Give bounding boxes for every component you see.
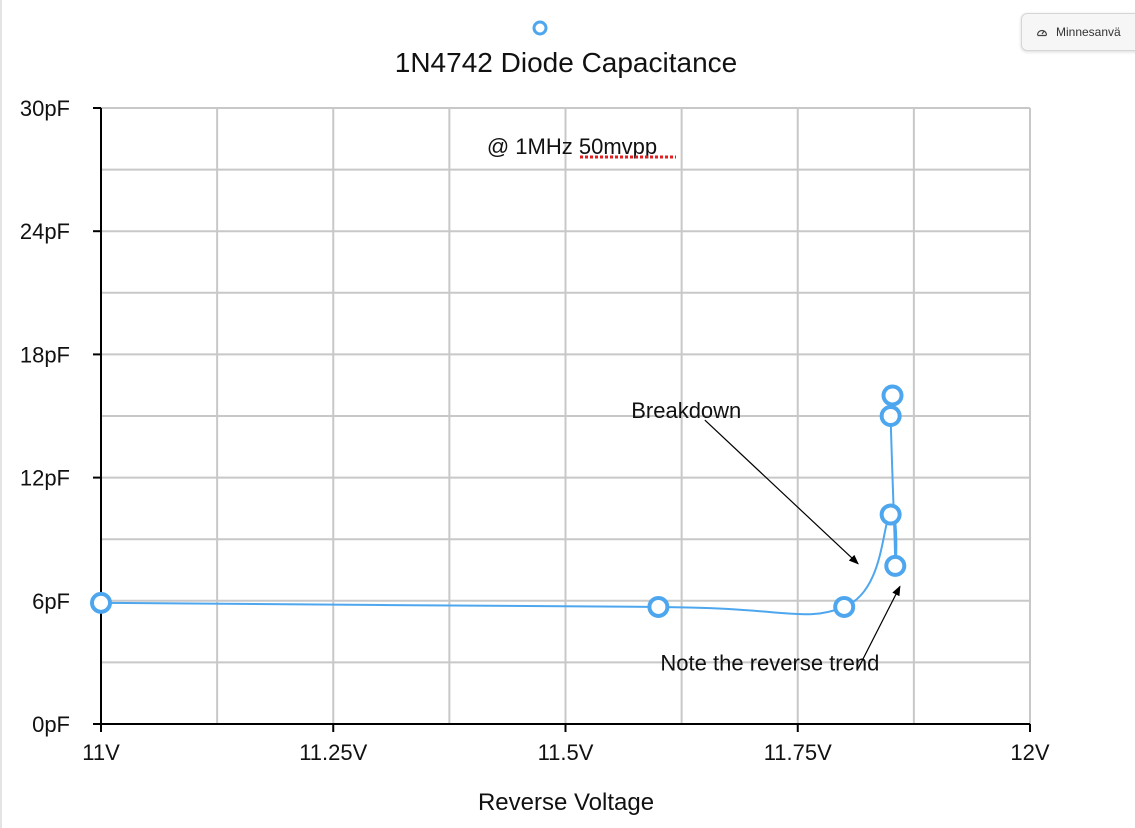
y-tick-label: 24pF [20,219,70,244]
data-point [647,595,670,618]
memory-usage-pill[interactable]: Minnesanvä [1021,13,1135,51]
y-tick-label: 30pF [20,96,70,121]
annotation-arrow [857,585,901,669]
chart-title: 1N4742 Diode Capacitance [395,47,737,78]
annotations: Breakdown Note the reverse trend [631,398,901,676]
y-tick-label: 0pF [32,712,70,737]
data-point [879,503,902,526]
x-tick-label: 11V [82,740,120,765]
memory-usage-label: Minnesanvä [1056,25,1121,39]
grid [101,107,1031,724]
annotation-text: Note the reverse trend [660,651,879,676]
annotation-text: Breakdown [631,398,741,423]
y-tick-label: 12pF [20,466,70,491]
legend-marker[interactable] [532,20,548,36]
data-point [90,591,112,614]
tick-labels: 0pF 6pF 12pF 18pF 24pF 30pF 11V 11.25V 11.5V 11.7… [20,96,1050,765]
y-tick-label: 6pF [32,589,70,614]
x-tick-label: 11.5V [538,740,594,765]
data-points [90,384,907,618]
x-tick-label: 12V [1010,740,1049,765]
annotation-arrow [704,419,859,565]
series-line [100,394,898,616]
window-edge [0,0,2,828]
gauge-icon [1036,29,1048,37]
y-tick-label: 18pF [20,342,70,367]
axes [93,107,1031,732]
data-point [884,554,907,577]
data-point [833,595,856,618]
chart-subtitle: @ 1MHz 50mvpp [487,134,657,159]
x-axis-label: Reverse Voltage [478,789,654,816]
x-tick-label: 11.75V [764,740,832,765]
x-tick-label: 11.25V [299,740,367,765]
data-point [879,405,902,427]
data-point [881,384,904,407]
